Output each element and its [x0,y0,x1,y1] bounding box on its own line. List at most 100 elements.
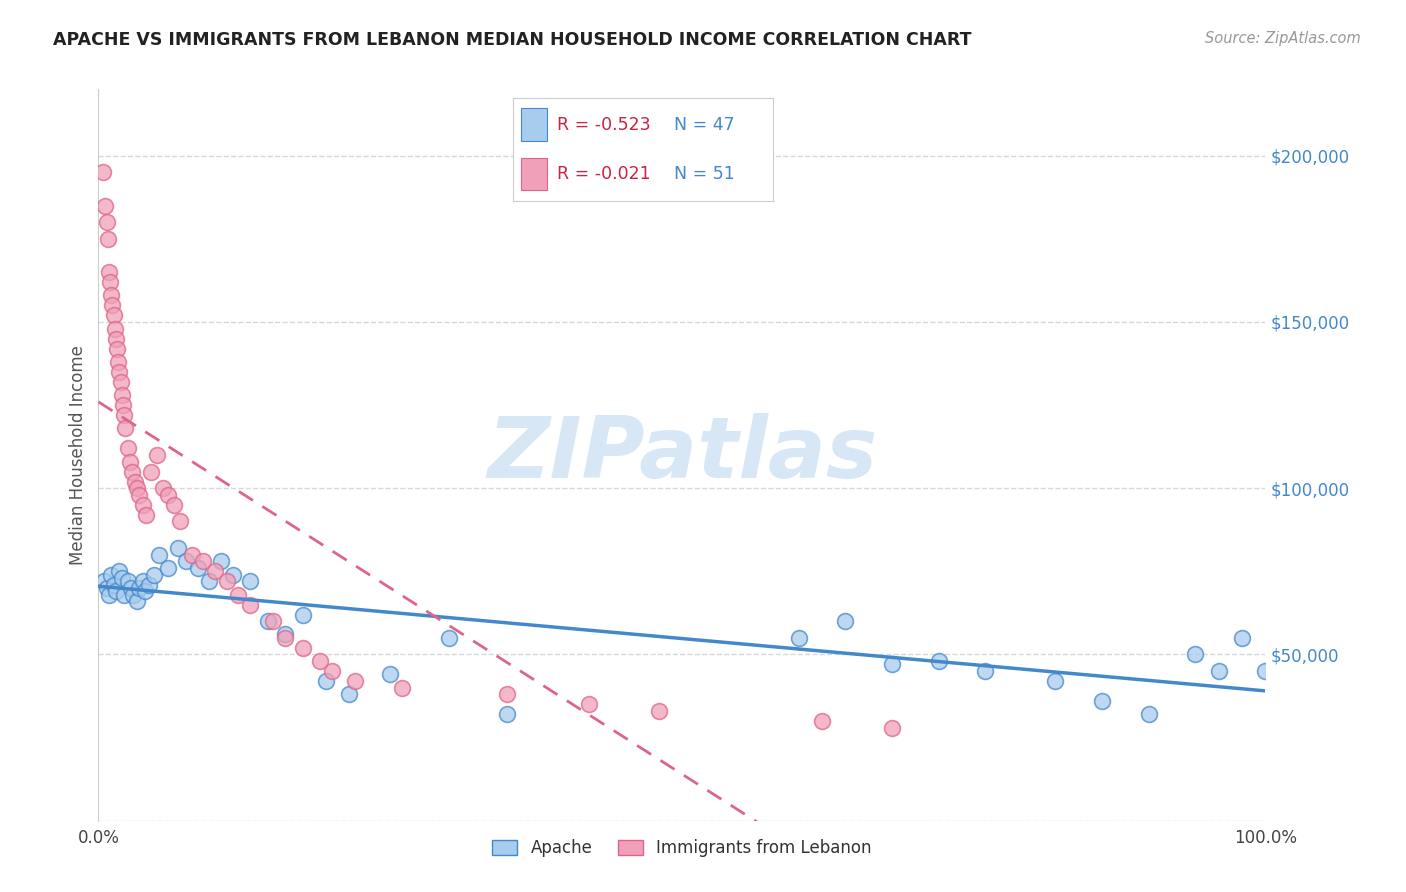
Point [121,465,143,479]
Point [239,598,262,612]
Point [157,561,180,575]
Point [291,607,314,622]
Point [132,574,155,589]
Point [104,584,127,599]
Point [104,332,127,346]
Point [1254,664,1277,678]
Point [169,515,191,529]
Point [1137,707,1160,722]
Legend: Apache, Immigrants from Lebanon: Apache, Immigrants from Lebanon [485,832,879,863]
Point [114,421,136,435]
Point [344,673,367,688]
Point [96,581,118,595]
Y-axis label: Median Household Income: Median Household Income [69,345,87,565]
Point [94,198,117,212]
Point [496,707,519,722]
Point [104,321,127,335]
Point [117,574,139,589]
Point [112,588,135,602]
Point [163,498,186,512]
Point [256,614,278,628]
Point [148,548,170,562]
Point [380,667,402,681]
Point [108,365,131,379]
Point [120,581,142,595]
Point [100,288,122,302]
Text: R = -0.523: R = -0.523 [557,116,651,134]
Point [811,714,834,728]
Point [228,588,250,602]
Point [103,577,125,591]
Point [103,308,125,322]
Point [111,398,134,412]
Point [239,574,262,589]
Point [309,654,332,668]
Point [291,640,314,655]
Point [125,481,148,495]
Point [787,631,810,645]
Text: N = 51: N = 51 [675,165,735,183]
Point [100,567,122,582]
Point [111,571,134,585]
Point [139,465,162,479]
Point [928,654,950,668]
Point [98,275,121,289]
Point [128,488,150,502]
Text: ZIPatlas: ZIPatlas [486,413,877,497]
Point [974,664,997,678]
Point [166,541,188,555]
Point [274,627,297,641]
Point [118,454,141,468]
Point [880,721,903,735]
Point [578,698,600,712]
Point [204,564,226,578]
Point [834,614,856,628]
Point [180,548,202,562]
Point [437,631,460,645]
Point [146,448,169,462]
Point [221,567,243,582]
Point [337,687,360,701]
Point [193,554,215,568]
Point [108,564,131,578]
Point [132,498,155,512]
Point [262,614,284,628]
Point [134,584,156,599]
Point [117,442,139,456]
Point [174,554,197,568]
Point [138,577,160,591]
Point [91,165,114,179]
Point [391,681,413,695]
Point [112,408,135,422]
Point [97,265,120,279]
Point [1184,648,1206,662]
Point [97,232,120,246]
Point [198,574,221,589]
Point [128,581,150,595]
Point [122,588,145,602]
Point [135,508,157,522]
Bar [522,158,547,190]
Point [880,657,903,672]
Point [125,594,148,608]
Point [1208,664,1230,678]
Point [315,673,337,688]
Point [215,574,238,589]
Point [152,481,174,495]
Point [209,554,232,568]
Point [274,631,297,645]
Point [93,574,115,589]
Point [110,375,132,389]
Text: Source: ZipAtlas.com: Source: ZipAtlas.com [1205,31,1361,46]
Point [647,704,669,718]
Point [107,355,129,369]
Point [1045,673,1067,688]
Point [101,298,124,312]
Bar [522,108,547,141]
Point [97,588,120,602]
Point [105,342,128,356]
Text: N = 47: N = 47 [675,116,735,134]
Text: APACHE VS IMMIGRANTS FROM LEBANON MEDIAN HOUSEHOLD INCOME CORRELATION CHART: APACHE VS IMMIGRANTS FROM LEBANON MEDIAN… [53,31,972,49]
Point [96,215,118,229]
Point [496,687,519,701]
